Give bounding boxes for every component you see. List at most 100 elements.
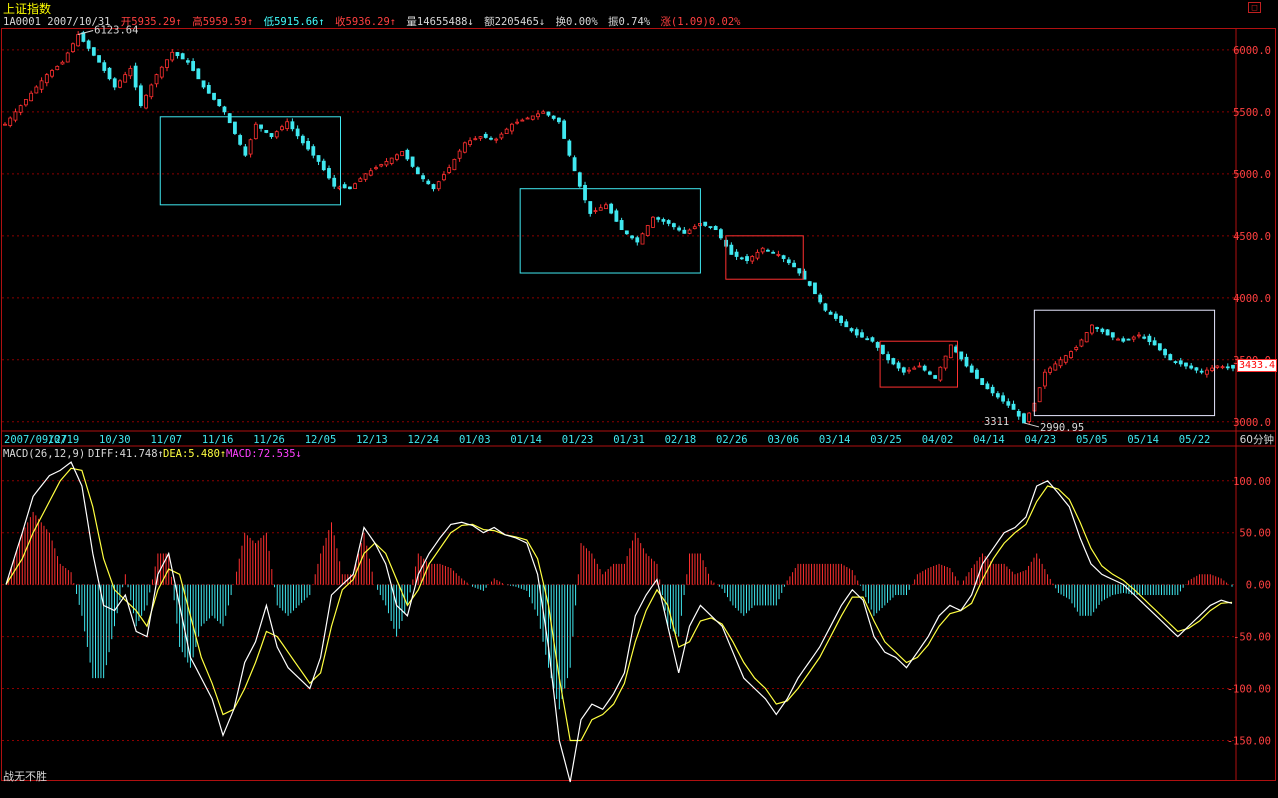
macd-tick-label: -100.00 <box>1227 684 1271 696</box>
candle-body <box>860 332 864 338</box>
candle-body <box>233 121 237 134</box>
info-close: 收5936.29↑ <box>335 16 397 28</box>
candle-body <box>828 311 833 315</box>
candle-body <box>1178 360 1183 365</box>
candle-body <box>1184 362 1188 367</box>
macd-tick-label: 0.00 <box>1246 580 1271 592</box>
date-tick-label: 10/30 <box>99 434 131 446</box>
candle-body <box>1204 369 1209 375</box>
restore-button[interactable]: □ <box>1248 2 1261 13</box>
candle-body <box>922 365 927 371</box>
candle-body <box>34 86 39 94</box>
price-tick-label: 3000.0 <box>1233 417 1271 429</box>
candle-body <box>248 139 253 155</box>
date-tick-label: 04/23 <box>1025 434 1057 446</box>
candle-body <box>891 358 896 365</box>
candle-body <box>300 135 305 144</box>
date-tick-label: 10/19 <box>48 434 80 446</box>
highlight-box <box>725 235 804 280</box>
date-tick-label: 12/05 <box>305 434 337 446</box>
candle-body <box>81 32 86 42</box>
candle-body <box>948 344 953 359</box>
candle-body <box>635 237 640 243</box>
diff-line <box>5 461 1233 783</box>
price-tick-label: 5500.0 <box>1233 107 1271 119</box>
date-tick-label: 05/22 <box>1179 434 1211 446</box>
info-amount: 额2205465↓ <box>484 16 546 28</box>
candle-body <box>995 393 1000 398</box>
candle-body <box>379 164 384 167</box>
info-high: 高5959.59↑ <box>192 16 254 28</box>
candle-body <box>771 251 776 254</box>
candle-body <box>813 282 817 295</box>
macd-header-item: DEA:5.480↑ <box>163 448 226 460</box>
candle-body <box>854 329 859 336</box>
candle-body <box>525 117 530 120</box>
chart-frame <box>1 28 1276 781</box>
date-tick-label: 01/03 <box>459 434 491 446</box>
candle-body <box>1016 411 1021 417</box>
candle-body <box>1084 332 1089 343</box>
candle-body <box>499 133 504 139</box>
candle-body <box>807 281 812 286</box>
candle-body <box>332 177 337 187</box>
footer-label: 战无不胜 <box>3 770 47 783</box>
candle-body <box>180 53 185 60</box>
candle-body <box>640 233 645 245</box>
candle-body <box>713 226 718 231</box>
candle-body <box>598 207 603 211</box>
candle-body <box>1100 328 1105 333</box>
candle-body <box>766 249 770 252</box>
candle-body <box>985 383 990 390</box>
candle-body <box>844 321 849 328</box>
candle-body <box>159 66 164 78</box>
candle-body <box>133 65 138 88</box>
candle-body <box>1069 351 1073 358</box>
candle-body <box>426 180 431 185</box>
candle-body <box>656 217 661 220</box>
candle-body <box>473 138 478 141</box>
candle-body <box>191 61 196 71</box>
date-tick-label: 05/14 <box>1127 434 1159 446</box>
candle-body <box>912 367 917 370</box>
candle-body <box>619 220 624 231</box>
candle-body <box>222 106 227 113</box>
candle-body <box>1006 401 1011 406</box>
candle-body <box>792 262 796 268</box>
candle-body <box>572 157 577 172</box>
candle-body <box>468 140 472 145</box>
candle-body <box>990 386 995 394</box>
date-tick-label: 04/14 <box>973 434 1005 446</box>
candle-body <box>238 135 243 145</box>
candle-body <box>39 80 44 90</box>
candle-body <box>1053 363 1058 371</box>
candle-body <box>290 121 295 130</box>
candle-body <box>24 99 28 106</box>
candle-body <box>907 369 911 372</box>
candle-body <box>886 354 891 361</box>
candle-body <box>342 184 347 189</box>
candle-body <box>755 251 760 259</box>
candle-body <box>1022 413 1026 424</box>
candle-body <box>462 142 467 153</box>
candle-body <box>368 170 373 176</box>
candle-body <box>651 216 655 228</box>
candle-body <box>917 365 922 368</box>
date-tick-label: 01/23 <box>562 434 594 446</box>
candle-body <box>567 140 572 156</box>
candle-body <box>217 99 222 107</box>
candle-body <box>196 68 201 80</box>
candle-body <box>201 80 206 88</box>
candle-body <box>13 111 18 121</box>
candle-body <box>400 151 405 157</box>
price-tick-label: 6000.0 <box>1233 45 1271 57</box>
price-tick-label: 5000.0 <box>1233 169 1271 181</box>
candle-body <box>1168 354 1173 361</box>
date-tick-label: 03/14 <box>819 434 851 446</box>
macd-tick-label: -50.00 <box>1233 632 1271 644</box>
candle-body <box>1199 370 1204 373</box>
candle-body <box>1116 338 1120 341</box>
candle-body <box>285 121 290 129</box>
candle-body <box>442 174 446 181</box>
